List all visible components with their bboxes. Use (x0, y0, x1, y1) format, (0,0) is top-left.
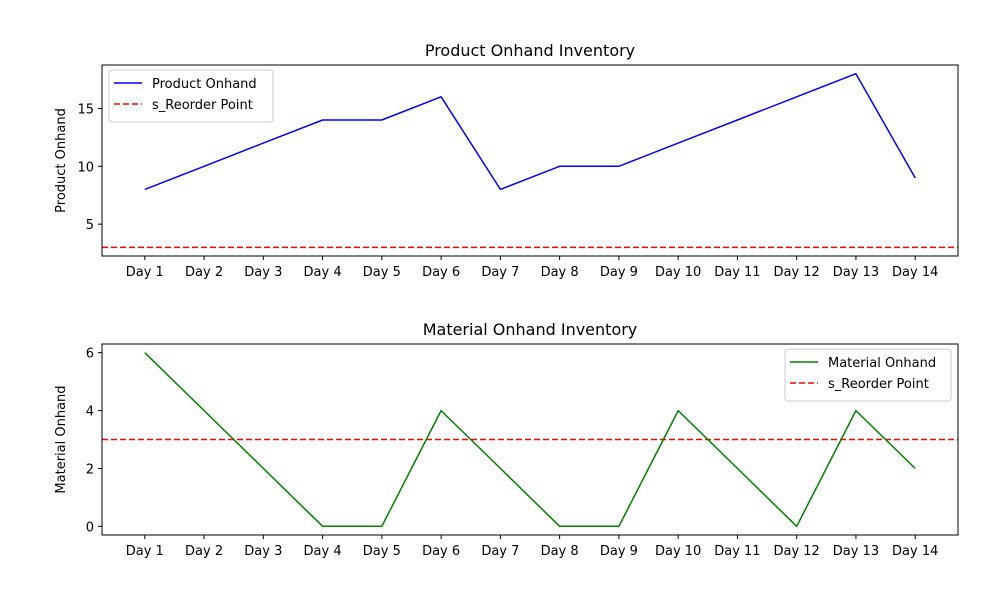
chart-title: Material Onhand Inventory (423, 320, 638, 339)
series-line-1 (144, 72, 916, 191)
legend-label: Material Onhand (828, 356, 936, 371)
x-tick-label: Day 1 (126, 544, 164, 559)
x-tick-label: Day 8 (541, 265, 579, 280)
y-tick-label: 0 (86, 520, 94, 535)
x-tick-label: Day 6 (422, 544, 460, 559)
x-tick-label: Day 5 (363, 544, 401, 559)
y-tick-label: 5 (86, 218, 94, 233)
x-tick-label: Day 12 (773, 544, 819, 559)
legend-label: Product Onhand (152, 77, 257, 92)
x-tick-label: Day 14 (892, 544, 938, 559)
y-tick-label: 2 (86, 462, 94, 477)
x-tick-label: Day 14 (892, 265, 938, 280)
y-tick-label: 10 (77, 160, 94, 175)
x-tick-label: Day 3 (244, 544, 282, 559)
x-tick-label: Day 10 (655, 544, 701, 559)
series-line-1 (144, 352, 916, 528)
x-tick-label: Day 13 (833, 265, 879, 280)
y-tick-label: 15 (77, 102, 94, 117)
chart-1: Product Onhand Inventory Product Onhand Da… (54, 41, 959, 280)
legend-box (784, 348, 952, 402)
y-axis-label: Material Onhand (54, 385, 69, 493)
x-tick-label: Day 4 (304, 265, 342, 280)
legend: Material Onhand s_Reorder Point (784, 348, 952, 402)
x-tick-label: Day 6 (422, 265, 460, 280)
plot-frame (101, 343, 959, 536)
y-axis-label: Product Onhand (54, 108, 69, 213)
x-tick-label: Day 5 (363, 265, 401, 280)
x-tick-label: Day 13 (833, 544, 879, 559)
legend-label: s_Reorder Point (152, 98, 253, 113)
x-tick-label: Day 3 (244, 265, 282, 280)
x-tick-label: Day 8 (541, 544, 579, 559)
x-tick-label: Day 2 (185, 544, 223, 559)
x-tick-label: Day 4 (304, 544, 342, 559)
y-tick-label: 6 (86, 347, 94, 362)
x-tick-label: Day 1 (126, 265, 164, 280)
x-tick-label: Day 11 (714, 544, 760, 559)
x-tick-label: Day 9 (600, 544, 638, 559)
legend-label: s_Reorder Point (828, 377, 929, 392)
chart-title: Product Onhand Inventory (425, 41, 635, 60)
x-tick-label: Day 9 (600, 265, 638, 280)
y-tick-label: 4 (86, 405, 94, 420)
x-tick-label: Day 11 (714, 265, 760, 280)
chart-2: Material Onhand Inventory Material Onhand… (54, 320, 959, 559)
legend: Product Onhand s_Reorder Point (108, 69, 274, 123)
x-tick-label: Day 7 (481, 544, 519, 559)
x-tick-label: Day 10 (655, 265, 701, 280)
x-tick-label: Day 7 (481, 265, 519, 280)
plot-frame (101, 64, 959, 257)
legend-box (108, 69, 274, 123)
x-tick-label: Day 2 (185, 265, 223, 280)
x-tick-label: Day 12 (773, 265, 819, 280)
